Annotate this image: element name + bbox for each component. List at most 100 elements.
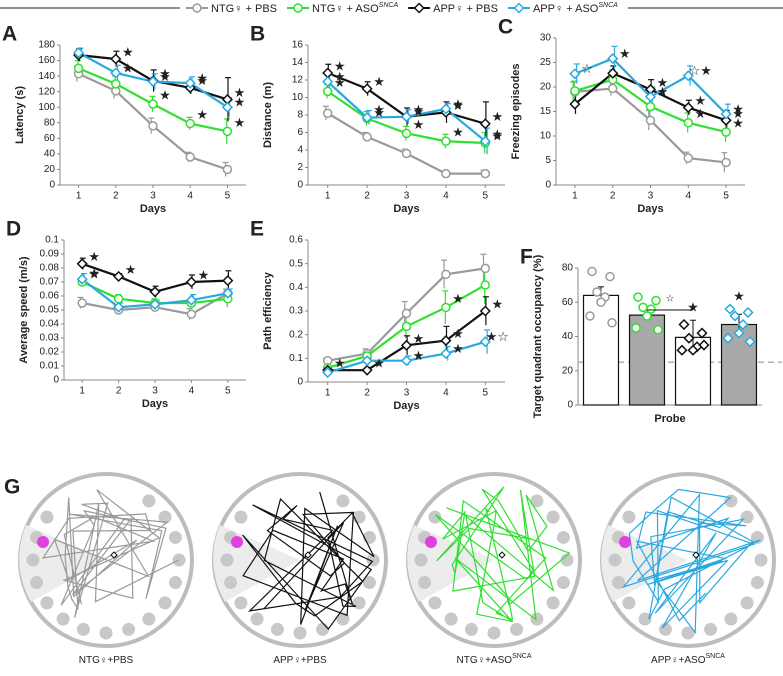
panel-label: C — [498, 16, 513, 39]
platform — [425, 536, 437, 548]
swim-track — [435, 486, 571, 623]
y-axis-title: Distance (m) — [262, 82, 274, 148]
y-tick-label: 0.4 — [289, 282, 303, 293]
data-point — [401, 148, 412, 159]
cue-dot — [122, 622, 136, 636]
x-tick-label: 4 — [187, 191, 193, 202]
cue-dot — [681, 626, 695, 640]
cue-dot — [293, 626, 307, 640]
data-point — [73, 63, 84, 74]
data-point — [440, 348, 452, 360]
significance-marker: ★ — [334, 356, 346, 371]
cue-dot — [40, 596, 54, 610]
data-point — [653, 324, 663, 335]
y-tick-label: 0.1 — [45, 235, 59, 246]
data-point — [479, 135, 491, 147]
y-tick-label: 4 — [297, 145, 303, 156]
significance-marker: ☆★ — [689, 63, 712, 78]
swim-track — [621, 488, 761, 635]
significance-marker: ★ — [452, 125, 464, 140]
significance-marker: ★ — [732, 116, 744, 131]
data-point — [147, 75, 159, 88]
cue-dot — [560, 553, 574, 567]
data-point — [678, 318, 690, 331]
cue-dot — [40, 510, 54, 524]
data-point — [186, 309, 197, 319]
data-point — [441, 302, 451, 313]
y-tick-label: 12 — [292, 75, 304, 86]
cue-dot — [172, 553, 186, 567]
data-point — [401, 321, 412, 332]
data-point — [222, 126, 233, 137]
x-tick-label: 1 — [79, 386, 85, 397]
y-tick-label: 60 — [562, 297, 574, 308]
data-point — [222, 275, 234, 287]
data-point — [76, 273, 88, 285]
y-tick-label: 180 — [38, 40, 55, 51]
cue-dot — [658, 622, 672, 636]
data-point — [585, 311, 595, 321]
cue-dot — [250, 612, 264, 626]
cue-dot — [704, 622, 718, 636]
data-point — [76, 258, 88, 270]
y-tick-label: 120 — [38, 86, 55, 97]
cue-dot — [336, 612, 350, 626]
y-tick-label: 0.01 — [40, 361, 60, 372]
data-point — [73, 47, 85, 59]
y-tick-label: 20 — [562, 365, 574, 376]
data-point — [361, 355, 373, 367]
data-point — [605, 271, 615, 282]
data-point — [361, 112, 373, 124]
panel-label: G — [4, 476, 20, 499]
cue-dot — [234, 596, 248, 610]
significance-marker: ★ — [88, 265, 100, 280]
data-point — [682, 102, 694, 114]
legend-label: APP♀ + PBS — [433, 3, 498, 15]
y-tick-label: 10 — [292, 92, 304, 103]
data-point — [607, 83, 618, 94]
y-tick-label: 0.2 — [289, 329, 303, 340]
x-tick-label: 3 — [150, 191, 156, 202]
track-label: APP♀+PBS — [273, 655, 327, 666]
legend-sup: SNCA — [379, 2, 399, 9]
legend-name: APP♀ + PBS — [433, 3, 498, 15]
significance-marker: ★ — [452, 96, 464, 111]
x-tick-label: 4 — [189, 386, 195, 397]
legend-label: NTG♀ + PBS — [211, 3, 277, 15]
y-tick-label: 0.07 — [40, 277, 60, 288]
significance-marker: ★ — [373, 105, 385, 120]
cue-dot — [76, 622, 90, 636]
data-point — [645, 101, 656, 112]
y-tick-label: 0.03 — [40, 333, 60, 344]
y-tick-label: 0.06 — [40, 291, 60, 302]
y-tick-label: 0 — [567, 400, 573, 411]
data-point — [742, 306, 754, 319]
cue-dot — [622, 596, 636, 610]
cue-dot — [168, 576, 182, 590]
y-tick-label: 60 — [44, 133, 56, 144]
data-point — [441, 136, 451, 146]
legend-marker — [293, 3, 303, 13]
data-point — [720, 108, 732, 120]
data-point — [440, 103, 452, 115]
data-point — [322, 67, 334, 79]
data-point — [744, 336, 756, 348]
cue-dot — [142, 612, 156, 626]
data-point — [479, 305, 491, 317]
significance-marker: ★ — [122, 60, 134, 75]
platform — [37, 536, 49, 548]
data-point — [638, 302, 648, 313]
x-axis-title: Days — [637, 203, 663, 215]
significance-marker: ★ — [125, 262, 137, 277]
y-axis-title: Path efficiency — [262, 271, 274, 350]
x-tick-label: 2 — [364, 388, 370, 399]
significance-marker: ★ — [452, 341, 464, 356]
cue-dot — [444, 612, 458, 626]
significance-marker: ★ — [88, 249, 100, 264]
cue-dot — [316, 622, 330, 636]
significance-marker: ★ — [196, 73, 208, 88]
data-point — [222, 287, 234, 299]
data-point — [607, 318, 617, 328]
track-label-text: APP♀+PBS — [273, 655, 327, 666]
cue-dot — [464, 622, 478, 636]
